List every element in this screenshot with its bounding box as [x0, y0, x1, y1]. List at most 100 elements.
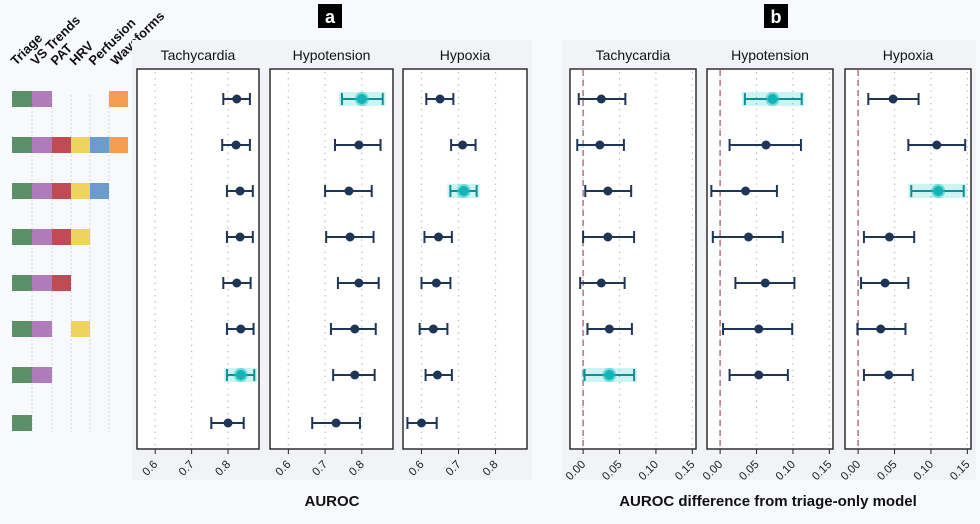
estimate	[450, 139, 477, 151]
estimate	[222, 277, 252, 289]
feature-cell-pat	[52, 183, 71, 199]
point-estimate	[604, 324, 614, 334]
estimate	[423, 231, 453, 243]
point-estimate	[595, 140, 605, 150]
estimate	[710, 185, 778, 197]
panel-a-x-axis-title: AUROC	[305, 493, 360, 510]
point-estimate	[932, 140, 942, 150]
estimate	[576, 139, 625, 151]
estimate	[325, 231, 375, 243]
point-estimate	[603, 186, 613, 196]
panel-a-label: a	[325, 7, 336, 27]
point-estimate	[876, 324, 886, 334]
point-estimate	[458, 140, 468, 150]
estimate	[860, 277, 910, 289]
point-estimate	[603, 232, 613, 242]
point-estimate	[596, 278, 606, 288]
estimate	[210, 417, 245, 429]
feature-cell-vs-trends	[32, 183, 52, 199]
feature-cell-vs-trends	[32, 367, 52, 383]
feature-cell-waveforms	[109, 91, 128, 107]
plot-area	[706, 68, 834, 450]
estimate	[862, 369, 914, 381]
point-estimate	[767, 94, 778, 104]
point-estimate	[428, 324, 438, 334]
point-estimate	[232, 94, 242, 104]
highlighted-estimate	[741, 92, 805, 106]
point-estimate	[761, 140, 771, 150]
feature-cell-triage	[12, 183, 32, 199]
point-estimate	[880, 278, 890, 288]
estimate	[329, 323, 377, 335]
point-estimate	[754, 370, 764, 380]
estimate	[907, 139, 967, 151]
estimate	[862, 231, 916, 243]
feature-cell-waveforms	[109, 137, 128, 153]
point-estimate	[235, 370, 246, 380]
highlighted-estimate	[223, 368, 258, 382]
point-estimate	[888, 94, 898, 104]
point-estimate	[354, 278, 364, 288]
estimate	[406, 417, 438, 429]
facet-title: Hypoxia	[440, 47, 491, 63]
feature-matrix	[12, 91, 128, 432]
highlighted-estimate	[447, 184, 480, 198]
point-estimate	[350, 324, 360, 334]
facet-title: Hypoxia	[883, 47, 934, 63]
feature-cell-vs-trends	[32, 321, 52, 337]
feature-cell-triage	[12, 415, 32, 431]
point-estimate	[331, 418, 341, 428]
plot-area	[844, 68, 972, 450]
feature-cell-vs-trends	[32, 229, 52, 245]
estimate	[225, 231, 254, 243]
point-estimate	[933, 186, 944, 196]
estimate	[222, 93, 251, 105]
point-estimate	[432, 370, 442, 380]
point-estimate	[236, 324, 246, 334]
point-estimate	[350, 370, 360, 380]
point-estimate	[344, 186, 354, 196]
plot-area	[569, 68, 697, 450]
estimate	[577, 93, 627, 105]
panel-a-badge: a	[318, 4, 342, 28]
plot-area	[402, 68, 528, 450]
feature-cell-perfusion	[90, 183, 109, 199]
point-estimate	[884, 232, 894, 242]
plot-area	[136, 68, 260, 450]
feature-cell-triage	[12, 367, 32, 383]
highlighted-estimate	[581, 368, 638, 382]
point-estimate	[754, 324, 764, 334]
feature-cell-hrv	[71, 321, 90, 337]
estimate	[425, 93, 455, 105]
point-estimate	[431, 278, 441, 288]
point-estimate	[760, 278, 770, 288]
estimate	[728, 139, 802, 151]
highlighted-estimate	[338, 92, 386, 106]
point-estimate	[417, 418, 427, 428]
feature-cell-triage	[12, 137, 32, 153]
feature-cell-pat	[52, 137, 71, 153]
point-estimate	[356, 94, 367, 104]
facet-title: Tachycardia	[161, 47, 236, 63]
point-estimate	[235, 232, 245, 242]
estimate	[311, 417, 361, 429]
point-estimate	[741, 186, 751, 196]
feature-cell-pat	[52, 229, 71, 245]
feature-cell-triage	[12, 275, 32, 291]
estimate	[221, 139, 251, 151]
estimate	[867, 93, 920, 105]
point-estimate	[354, 140, 364, 150]
point-estimate	[232, 278, 242, 288]
point-estimate	[434, 232, 444, 242]
estimate	[225, 185, 254, 197]
